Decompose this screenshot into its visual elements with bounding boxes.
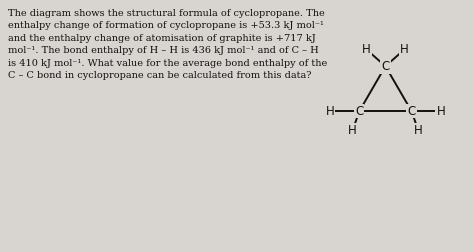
Text: H: H xyxy=(348,124,357,137)
Text: H: H xyxy=(437,105,445,117)
Text: H: H xyxy=(414,124,423,137)
Text: C: C xyxy=(381,60,390,73)
Text: H: H xyxy=(326,105,335,117)
Text: C: C xyxy=(407,105,416,117)
Text: H: H xyxy=(400,43,409,56)
Text: H: H xyxy=(362,43,371,56)
Text: The diagram shows the structural formula of cyclopropane. The
enthalpy change of: The diagram shows the structural formula… xyxy=(9,9,328,80)
Text: C: C xyxy=(356,105,364,117)
